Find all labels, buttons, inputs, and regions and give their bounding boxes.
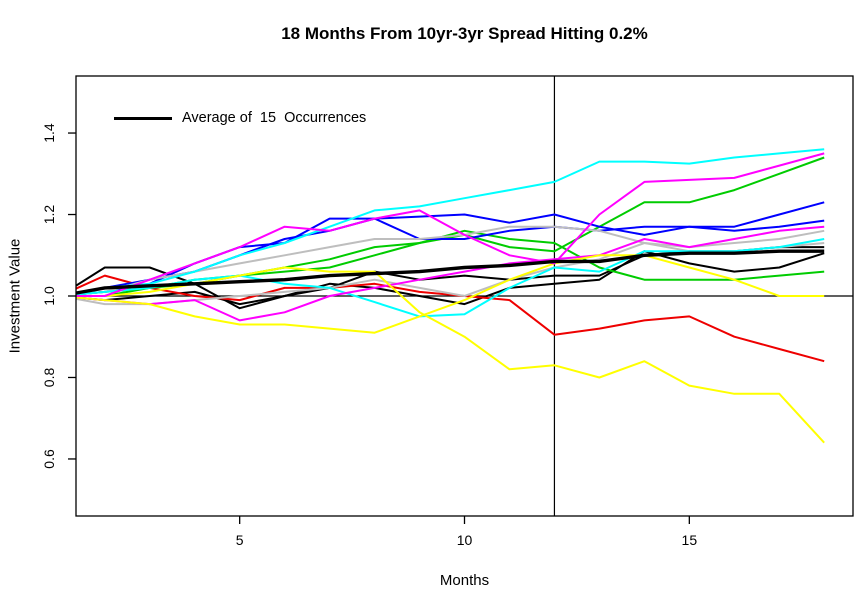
legend: Average of 15 Occurrences [114, 110, 366, 126]
chart-title: 18 Months From 10yr-3yr Spread Hitting 0… [281, 24, 648, 43]
series-layer [76, 148, 825, 444]
y-tick-label: 1.0 [41, 286, 57, 306]
y-tick-label: 0.8 [41, 368, 57, 388]
series-line-occurrence-blue-1 [76, 201, 825, 295]
y-tick-label: 1.2 [41, 205, 57, 225]
series-line-average-of-15-occurrences [76, 249, 825, 295]
series-line-occurrence-cyan-1 [76, 148, 825, 295]
series-line-occurrence-yellow-1 [76, 254, 825, 334]
x-tick-label: 5 [236, 532, 244, 548]
x-tick-label: 10 [457, 532, 473, 548]
series-line-occurrence-red-1 [76, 274, 825, 363]
x-tick-label: 15 [682, 532, 698, 548]
legend-line-swatch [114, 116, 172, 120]
y-tick-label: 0.6 [41, 449, 57, 469]
x-axis-label: Months [439, 572, 490, 589]
series-line-occurrence-magenta-2 [76, 225, 825, 322]
y-axis-label: Investment Value [6, 238, 24, 354]
series-line-occurrence-cyan-2 [76, 238, 825, 318]
series-line-occurrence-magenta-1 [76, 152, 825, 297]
legend-label: Average of 15 Occurrences [182, 110, 367, 126]
y-tick-label: 1.4 [41, 123, 57, 143]
axes-layer: 5 10 15 0.6 0.8 1.0 1.2 1.4 [41, 76, 853, 548]
plot-box-border [75, 75, 854, 517]
series-line-occurrence-black-2 [76, 250, 825, 306]
